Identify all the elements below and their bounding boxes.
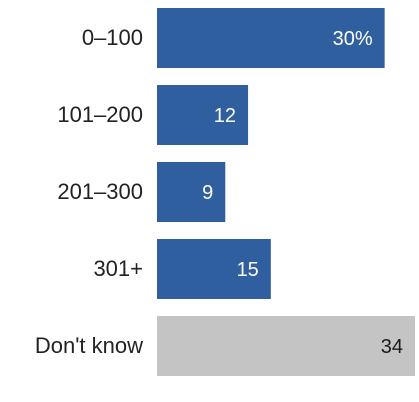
bar-101-200 <box>157 85 249 145</box>
bars-group: 0–100 30% 101–200 12 201–300 9 301+ 15 Don't kno… <box>35 8 415 376</box>
value-label-don-t-know: 34 <box>381 336 403 358</box>
bar-0-100 <box>157 8 385 68</box>
category-label-201-300: 201–300 <box>57 179 143 204</box>
category-label-don-t-know: Don't know <box>35 333 143 358</box>
value-label-301: 15 <box>237 259 259 281</box>
category-label-101-200: 101–200 <box>57 102 143 127</box>
value-label-0-100: 30% <box>333 28 373 50</box>
bar-201-300 <box>157 162 226 222</box>
bar-301 <box>157 239 271 299</box>
bar-don-t-know <box>157 316 415 376</box>
value-label-101-200: 12 <box>214 105 236 127</box>
category-label-301: 301+ <box>93 256 143 281</box>
value-label-201-300: 9 <box>202 182 213 204</box>
category-label-0-100: 0–100 <box>82 25 143 50</box>
